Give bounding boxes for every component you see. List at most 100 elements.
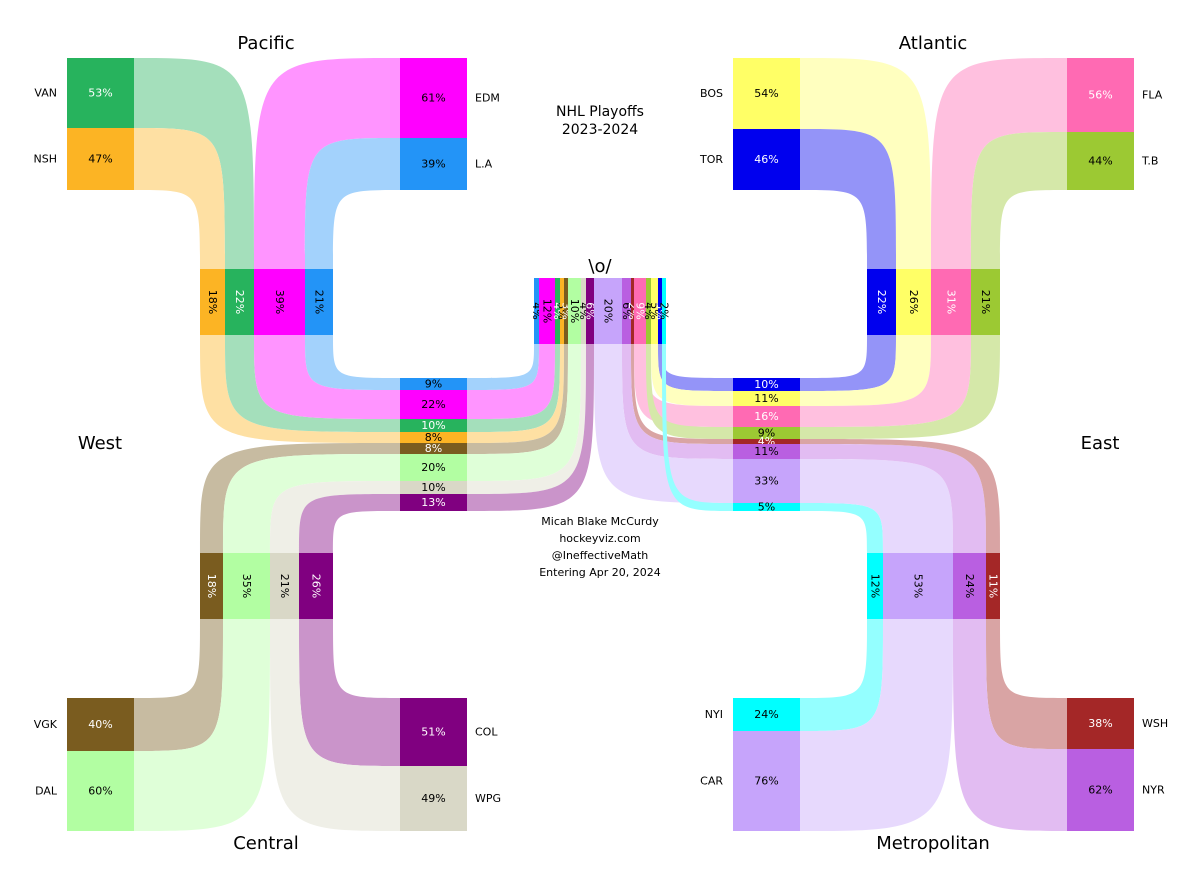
r2-node-col	[299, 553, 333, 619]
r2-node-label-tor: 22%	[875, 290, 888, 314]
flow-r2-wpg	[270, 481, 400, 553]
flow-r1-dal	[134, 619, 270, 831]
cup-node-fla	[634, 278, 646, 344]
r2-node-tor	[867, 269, 896, 335]
r3-node-label-edm: 22%	[421, 398, 445, 411]
r1-node-label-wpg: 49%	[421, 792, 445, 805]
team-name-edm: EDM	[475, 92, 500, 105]
division-title-central: Central	[233, 833, 299, 854]
r3-node-label-l-a: 9%	[425, 378, 442, 391]
team-name-nyr: NYR	[1142, 784, 1165, 797]
r1-node-label-vgk: 40%	[88, 718, 112, 731]
cup-node-wsh	[631, 278, 634, 344]
r3-node-wpg	[400, 481, 467, 494]
chart-subtitle: 2023-2024	[562, 122, 638, 138]
flow-r3-t-b	[646, 344, 733, 439]
team-name-tor: TOR	[699, 153, 723, 166]
flow-r2-tor	[800, 335, 896, 391]
flow-r2-nyi	[800, 503, 883, 553]
cup-node-label-fla: 9%	[634, 302, 647, 319]
r1-node-t-b	[1067, 132, 1134, 190]
cup-node-dal	[568, 278, 581, 344]
r2-node-wpg	[270, 553, 299, 619]
r2-node-nsh	[200, 269, 225, 335]
cup-node-label-bos: 5%	[648, 302, 661, 319]
r2-node-fla	[931, 269, 971, 335]
flow-r3-car	[594, 344, 733, 503]
r2-node-nyr	[953, 553, 986, 619]
r1-node-label-t-b: 44%	[1088, 155, 1112, 168]
r2-node-nyi	[867, 553, 883, 619]
team-name-col: COL	[475, 726, 498, 739]
flow-r3-vgk	[467, 344, 568, 454]
cup-node-van	[555, 278, 560, 344]
cup-node-label-edm: 12%	[541, 299, 554, 323]
team-name-nyi: NYI	[705, 708, 723, 721]
r2-node-t-b	[971, 269, 1000, 335]
r1-node-label-nsh: 47%	[88, 153, 112, 166]
flow-r3-tor	[658, 344, 733, 391]
team-name-vgk: VGK	[34, 718, 58, 731]
r3-node-wsh	[733, 439, 800, 444]
cup-node-nsh	[560, 278, 564, 344]
credit-author: Micah Blake McCurdy	[541, 515, 659, 528]
r2-node-edm	[254, 269, 305, 335]
r2-node-label-nsh: 18%	[206, 290, 219, 314]
r3-node-label-dal: 20%	[421, 461, 445, 474]
cup-node-vgk	[564, 278, 568, 344]
team-name-wsh: WSH	[1142, 717, 1168, 730]
r1-node-label-bos: 54%	[754, 87, 778, 100]
cup-node-t-b	[646, 278, 651, 344]
r1-node-label-col: 51%	[421, 726, 445, 739]
r2-node-vgk	[200, 553, 223, 619]
flow-r1-wsh	[986, 619, 1067, 749]
team-name-t-b: T.B	[1141, 155, 1158, 168]
r3-node-car	[733, 459, 800, 503]
team-name-fla: FLA	[1142, 89, 1163, 102]
r2-node-label-car: 53%	[912, 574, 925, 598]
division-title-metropolitan: Metropolitan	[876, 833, 990, 854]
flow-r2-edm	[254, 335, 400, 419]
r2-node-label-wpg: 21%	[278, 574, 291, 598]
r2-node-dal	[223, 553, 270, 619]
r3-node-label-van: 10%	[421, 419, 445, 432]
team-name-van: VAN	[34, 87, 57, 100]
r3-node-dal	[400, 454, 467, 481]
cup-node-car	[594, 278, 622, 344]
r2-node-label-nyi: 12%	[869, 574, 882, 598]
division-title-atlantic: Atlantic	[899, 33, 967, 54]
flow-r1-l-a	[305, 138, 400, 269]
flow-r1-wpg	[270, 619, 400, 831]
r1-node-label-dal: 60%	[88, 785, 112, 798]
cup-node-edm	[539, 278, 555, 344]
r1-node-label-van: 53%	[88, 87, 112, 100]
flow-r3-edm	[467, 344, 555, 419]
r1-node-van	[67, 58, 134, 128]
r3-node-l-a	[400, 378, 467, 390]
r3-node-label-tor: 10%	[754, 378, 778, 391]
conference-title-west: West	[78, 433, 122, 454]
credit-site: hockeyviz.com	[559, 532, 640, 545]
team-name-dal: DAL	[35, 785, 58, 798]
flow-r2-nsh	[200, 335, 400, 443]
r3-node-tor	[733, 378, 800, 391]
flow-r3-nyr	[622, 344, 733, 459]
flow-r1-t-b	[971, 132, 1067, 269]
r2-node-van	[225, 269, 254, 335]
r2-node-label-col: 26%	[310, 574, 323, 598]
flow-r2-dal	[223, 454, 400, 553]
flow-r2-col	[299, 494, 400, 553]
conference-title-east: East	[1081, 433, 1120, 454]
cup-node-l-a	[534, 278, 539, 344]
flow-r1-tor	[800, 129, 896, 269]
team-name-wpg: WPG	[475, 792, 501, 805]
credit-date: Entering Apr 20, 2024	[539, 566, 661, 579]
flow-r2-fla	[800, 335, 971, 427]
r2-node-label-wsh: 11%	[987, 574, 1000, 598]
r1-node-tor	[733, 129, 800, 190]
r3-node-label-nyr: 11%	[754, 445, 778, 458]
flow-r1-nyi	[800, 619, 883, 731]
r3-node-nyr	[733, 444, 800, 459]
